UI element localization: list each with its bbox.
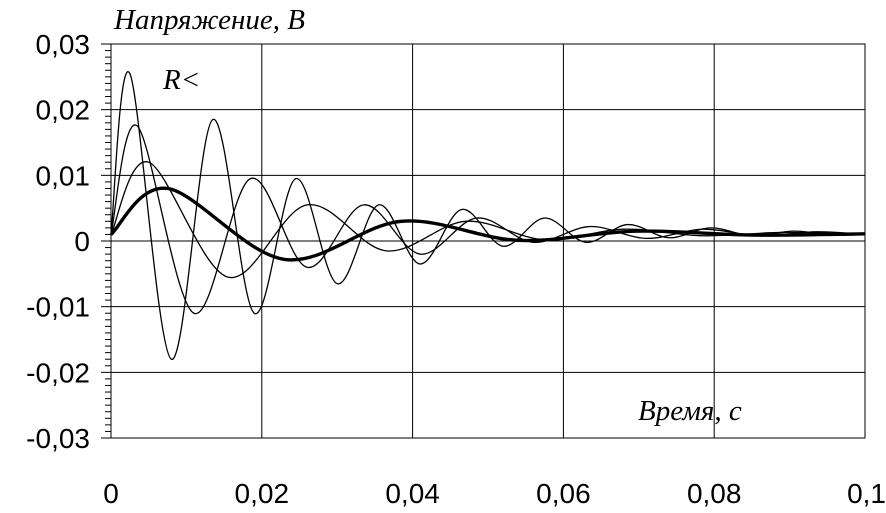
y-tick-label: -0,02: [26, 357, 90, 388]
y-tick-labels: 0,03 0,02 0,01 0 -0,01 -0,02 -0,03: [26, 29, 90, 454]
series-line-4: [109, 186, 866, 262]
x-tick-label: 0,04: [385, 478, 440, 509]
y-tick-label: 0: [74, 226, 90, 257]
x-tick-label: 0: [103, 478, 119, 509]
x-tick-label: 0,06: [536, 478, 591, 509]
y-minor-ticks: [101, 43, 111, 439]
series-line-1: [110, 70, 866, 360]
y-tick-label: -0,01: [26, 292, 90, 323]
y-axis-label: Напряжение, В: [113, 4, 305, 36]
x-tick-labels: 0 0,02 0,04 0,06 0,08 0,1: [103, 478, 886, 509]
y-tick-label: 0,03: [36, 29, 91, 60]
y-tick-label: 0,02: [36, 95, 91, 126]
grid: [110, 43, 866, 439]
y-tick-label: 0,01: [36, 160, 91, 191]
x-axis-label: Время, с: [638, 395, 742, 427]
series-line-2: [110, 124, 866, 314]
y-tick-label: -0,03: [26, 423, 90, 454]
x-tick-label: 0,1: [847, 478, 886, 509]
series-line-3: [110, 161, 866, 278]
series-layer: [109, 70, 866, 360]
x-tick-label: 0,08: [687, 478, 742, 509]
series-annotation: R<: [162, 64, 200, 96]
x-tick-label: 0,02: [235, 478, 290, 509]
